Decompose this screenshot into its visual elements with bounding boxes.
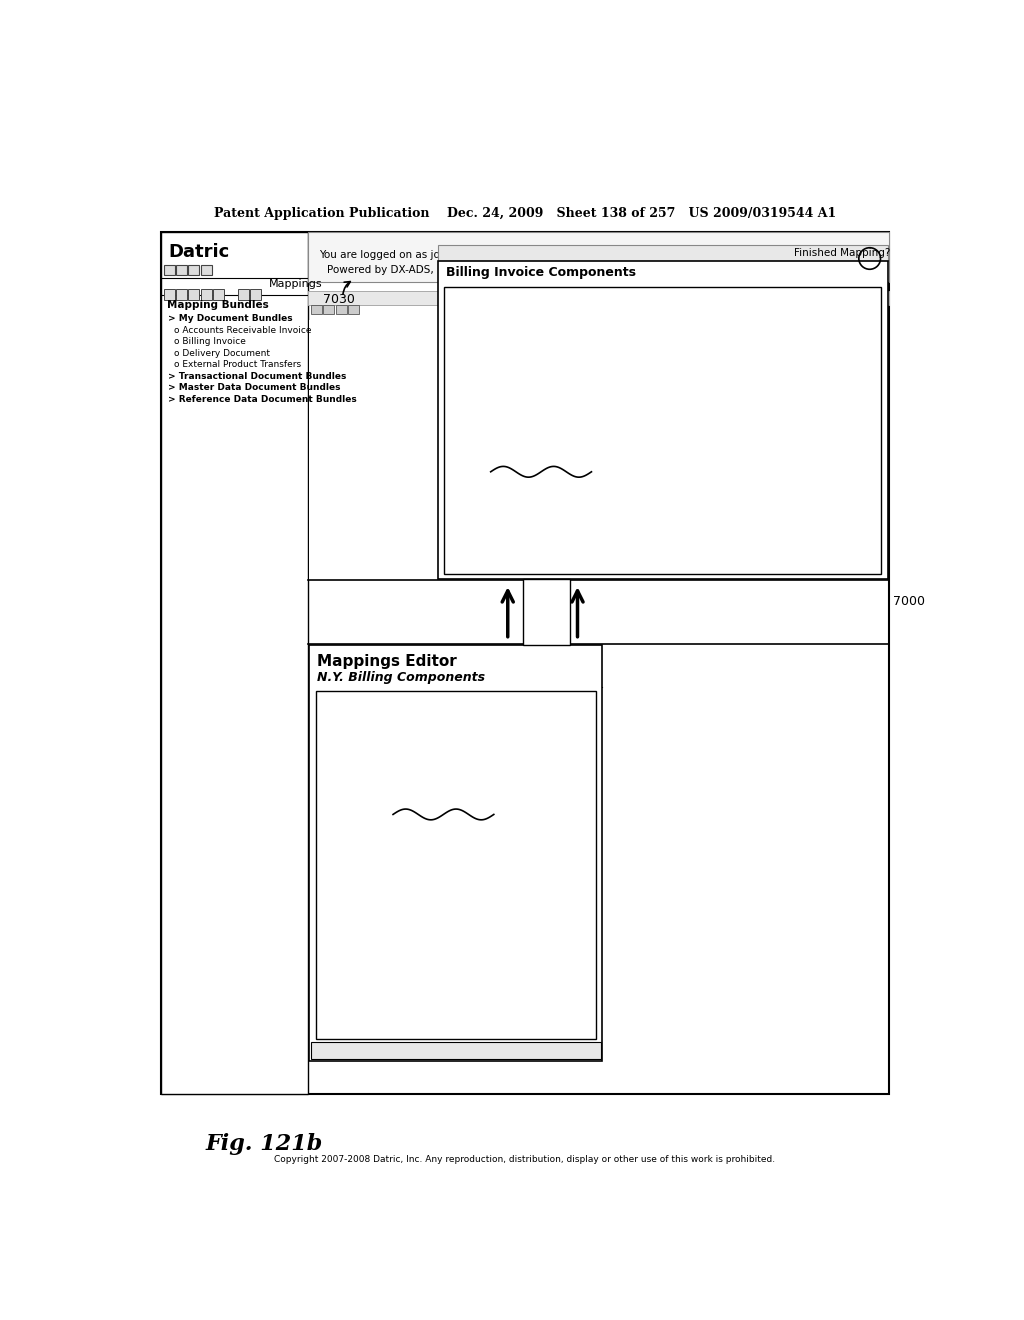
Bar [311,305,322,314]
Text: o External Product Transfers: o External Product Transfers [174,360,302,370]
Text: 7062: 7062 [599,486,628,496]
Bar [444,286,882,574]
Bar [523,578,569,645]
Text: header level of an object.: header level of an object. [458,330,583,341]
Text: Billing Invoice Components: Billing Invoice Components [445,265,636,279]
Bar [324,305,334,314]
Text: Contains the detail information for the: Contains the detail information for the [458,321,646,330]
Text: Client information.: Client information. [330,725,421,735]
Bar [309,321,436,581]
Bar [315,692,596,1039]
Bar [176,289,187,300]
Text: Copyright 2007-2008 Datric, Inc. Any reproduction, distribution, display or othe: Copyright 2007-2008 Datric, Inc. Any rep… [274,1155,775,1164]
Text: 7031: 7031 [417,713,442,722]
Text: Master data that contains the detail: Master data that contains the detail [458,362,613,370]
Text: o Delivery Document: o Delivery Document [174,348,270,358]
Bar [308,231,889,281]
Bar [213,289,224,300]
Text: Pick a data table to work with:: Pick a data table to work with: [321,697,478,708]
Text: o Billing: o Billing [324,741,372,750]
Bar [311,1043,601,1059]
Text: Information pertaining to billing.: Information pertaining to billing. [330,751,488,760]
Text: > Reference Data Document Bundles: > Reference Data Document Bundles [168,395,357,404]
Text: o Client: o Client [324,713,369,722]
Text: N.Y. Billing Components: N.Y. Billing Components [317,671,485,684]
Bar [176,264,187,276]
Bar [438,246,888,261]
Text: item level data. Bill of materials (BOM) have: item level data. Bill of materials (BOM)… [458,391,649,400]
Text: Datric: Datric [168,243,229,261]
Text: Powered by DX-ADS, patent pending: Powered by DX-ADS, patent pending [328,265,517,275]
Bar [161,231,889,1094]
Text: 7032: 7032 [494,829,522,838]
Text: You are logged on as jdoerrc | Log Out: You are logged on as jdoerrc | Log Out [319,249,518,260]
Text: 7000: 7000 [893,595,925,609]
Bar [201,289,212,300]
Text: > Master Data Document Bundles: > Master Data Document Bundles [168,383,341,392]
Text: Mappings: Mappings [269,279,323,289]
Text: O: O [864,252,874,265]
Text: 7061: 7061 [584,308,611,318]
Text: Pick a document segment to work with:: Pick a document segment to work with: [449,293,655,302]
Text: > My Document Bundles: > My Document Bundles [168,314,293,323]
Bar [309,645,602,1061]
Text: Manage Data Tables: Manage Data Tables [403,1047,508,1056]
Text: 7030: 7030 [324,293,355,306]
Bar [251,289,261,300]
Bar [201,264,212,276]
Text: o Accounts Receivable Invoice: o Accounts Receivable Invoice [174,326,312,334]
Bar [308,290,889,305]
Text: Mapping Bundles: Mapping Bundles [167,300,268,310]
Text: Mappings Editor: Mappings Editor [317,655,457,669]
Text: o Header: o Header [452,308,506,318]
Text: o Billing Invoice: o Billing Invoice [174,337,247,346]
Text: > Transactional Document Bundles: > Transactional Document Bundles [168,372,347,380]
Text: master data item elements; such as,: master data item elements; such as, [458,401,616,411]
Text: quantity, price, price unit, purchasing group, and: quantity, price, price unit, purchasing … [458,432,670,440]
Text: object that contains both header level data and: object that contains both header level d… [458,381,665,389]
Text: o Master Data – Item Data: o Master Data – Item Data [452,347,606,358]
Text: Fig. 121b: Fig. 121b [206,1133,323,1155]
Text: plant, component unit of measure, component: plant, component unit of measure, compon… [458,421,659,430]
Text: Location: Mappings >> Billing Invoice >> Mappings Editor: Location: Mappings >> Billing Invoice >>… [447,294,714,304]
Bar [188,289,200,300]
Bar [188,264,200,276]
Text: material group.: material group. [458,441,524,450]
Bar [336,305,346,314]
Text: Drag and
drop to
create
mapping.: Drag and drop to create mapping. [525,591,568,632]
Bar [238,289,249,300]
Text: Patent Application Publication    Dec. 24, 2009   Sheet 138 of 257   US 2009/031: Patent Application Publication Dec. 24, … [214,207,836,220]
Bar [348,305,359,314]
Bar [164,264,174,276]
Bar [438,261,888,579]
Bar [161,231,308,1094]
Text: Finished Mapping?: Finished Mapping? [795,248,891,259]
Text: information for the item level of a master data: information for the item level of a mast… [458,371,659,380]
Bar [164,289,174,300]
Text: predecessor node, BOM component, issuing: predecessor node, BOM component, issuing [458,411,648,420]
